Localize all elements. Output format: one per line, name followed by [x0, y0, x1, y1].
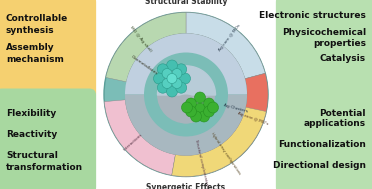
Circle shape: [203, 106, 215, 117]
FancyBboxPatch shape: [276, 0, 372, 101]
FancyBboxPatch shape: [276, 88, 372, 189]
Text: Physicochemical: Physicochemical: [282, 28, 366, 37]
Wedge shape: [186, 12, 265, 79]
Text: Ag core @ MO’s: Ag core @ MO’s: [237, 112, 269, 126]
Text: Directional design: Directional design: [273, 161, 366, 170]
Text: Ag Clusters: Ag Clusters: [223, 103, 248, 113]
Text: Flexibility: Flexibility: [6, 109, 56, 118]
Wedge shape: [106, 12, 186, 82]
Circle shape: [195, 103, 205, 114]
Text: synthesis: synthesis: [6, 26, 55, 35]
Circle shape: [104, 12, 268, 177]
Circle shape: [195, 92, 205, 103]
Text: applications: applications: [304, 119, 366, 128]
Text: properties: properties: [313, 39, 366, 48]
Circle shape: [180, 73, 190, 84]
Circle shape: [167, 74, 177, 84]
Wedge shape: [125, 94, 247, 156]
Circle shape: [199, 111, 209, 122]
FancyBboxPatch shape: [0, 88, 96, 189]
Circle shape: [176, 82, 187, 93]
Text: Functionalization: Functionalization: [278, 140, 366, 149]
Text: Reactivity: Reactivity: [6, 130, 57, 139]
Text: MO @ Ag shell: MO @ Ag shell: [129, 25, 153, 53]
Circle shape: [171, 94, 201, 123]
Wedge shape: [172, 144, 233, 177]
Circle shape: [162, 78, 172, 88]
Circle shape: [172, 78, 182, 88]
Circle shape: [154, 73, 164, 84]
Wedge shape: [104, 100, 176, 175]
Circle shape: [186, 106, 196, 117]
Text: Hybrid array configurations: Hybrid array configurations: [211, 132, 241, 176]
Circle shape: [162, 69, 172, 79]
Text: Structural complementarity: Structural complementarity: [195, 139, 210, 189]
Wedge shape: [125, 33, 247, 94]
Text: Electronic structures: Electronic structures: [259, 11, 366, 20]
Text: Potential: Potential: [320, 109, 366, 118]
Text: Controllable: Controllable: [6, 14, 68, 23]
Text: Synergetic Effects: Synergetic Effects: [147, 183, 225, 189]
Circle shape: [203, 98, 215, 109]
Circle shape: [167, 60, 177, 71]
Circle shape: [208, 102, 218, 113]
Circle shape: [190, 111, 202, 122]
Circle shape: [176, 64, 187, 75]
Circle shape: [157, 64, 168, 75]
Circle shape: [157, 66, 215, 123]
Text: Interactions: Interactions: [122, 133, 143, 152]
Text: Structural Stability: Structural Stability: [145, 0, 227, 6]
FancyBboxPatch shape: [0, 0, 96, 101]
Circle shape: [182, 102, 192, 113]
Wedge shape: [221, 73, 268, 162]
Text: Oxometallates: Oxometallates: [130, 54, 158, 76]
Text: Catalysis: Catalysis: [320, 54, 366, 63]
Text: transformation: transformation: [6, 163, 83, 172]
Text: mechanism: mechanism: [6, 55, 64, 64]
Circle shape: [167, 86, 177, 97]
Text: Assembly: Assembly: [6, 43, 55, 53]
Circle shape: [172, 69, 182, 79]
Text: Ag core @ MOs: Ag core @ MOs: [218, 24, 242, 52]
Circle shape: [186, 98, 196, 109]
Text: Structural: Structural: [6, 151, 58, 160]
Circle shape: [171, 66, 201, 94]
Wedge shape: [172, 107, 266, 177]
Circle shape: [157, 82, 168, 93]
